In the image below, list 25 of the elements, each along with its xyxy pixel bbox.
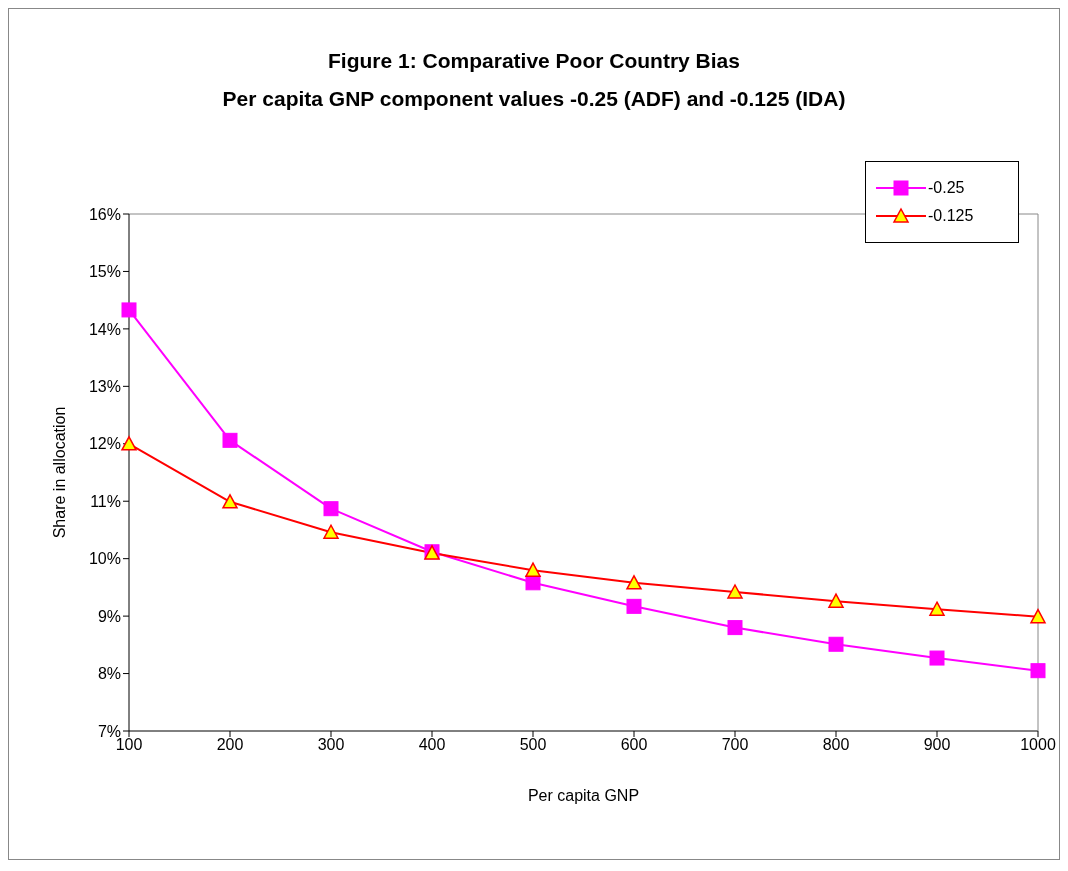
y-tick-label: 8%	[97, 665, 121, 683]
chart-title: Figure 1: Comparative Poor Country Bias	[327, 49, 741, 73]
y-tick-label: 14%	[88, 320, 121, 338]
x-axis-title: Per capita GNP	[527, 787, 640, 804]
x-tick-label: 900	[923, 736, 951, 754]
x-tick-label: 800	[822, 736, 850, 754]
y-tick-label: 16%	[88, 205, 121, 223]
y-tick-label: 10%	[88, 550, 121, 568]
y-tick-label: 9%	[97, 607, 121, 625]
x-tick-label: 100	[115, 736, 143, 754]
y-tick-label: 11%	[90, 492, 121, 510]
x-tick-label: 400	[418, 736, 446, 754]
x-tick-label: 600	[620, 736, 648, 754]
x-tick-label: 1000	[1020, 736, 1056, 754]
legend-label: -0.25	[928, 179, 966, 197]
chart-subtitle: Per capita GNP component values -0.25 (ADF) and -0.125 (IDA)	[221, 87, 847, 111]
x-tick-label: 500	[519, 736, 547, 754]
y-axis-title: Share in allocation	[50, 406, 68, 539]
legend-label: -0.125	[928, 207, 975, 225]
y-tick-label: 12%	[88, 435, 121, 453]
x-tick-label: 200	[216, 736, 244, 754]
y-tick-label: 13%	[88, 378, 121, 396]
x-tick-label: 700	[721, 736, 749, 754]
y-tick-label: 15%	[88, 263, 121, 281]
x-tick-label: 300	[317, 736, 345, 754]
